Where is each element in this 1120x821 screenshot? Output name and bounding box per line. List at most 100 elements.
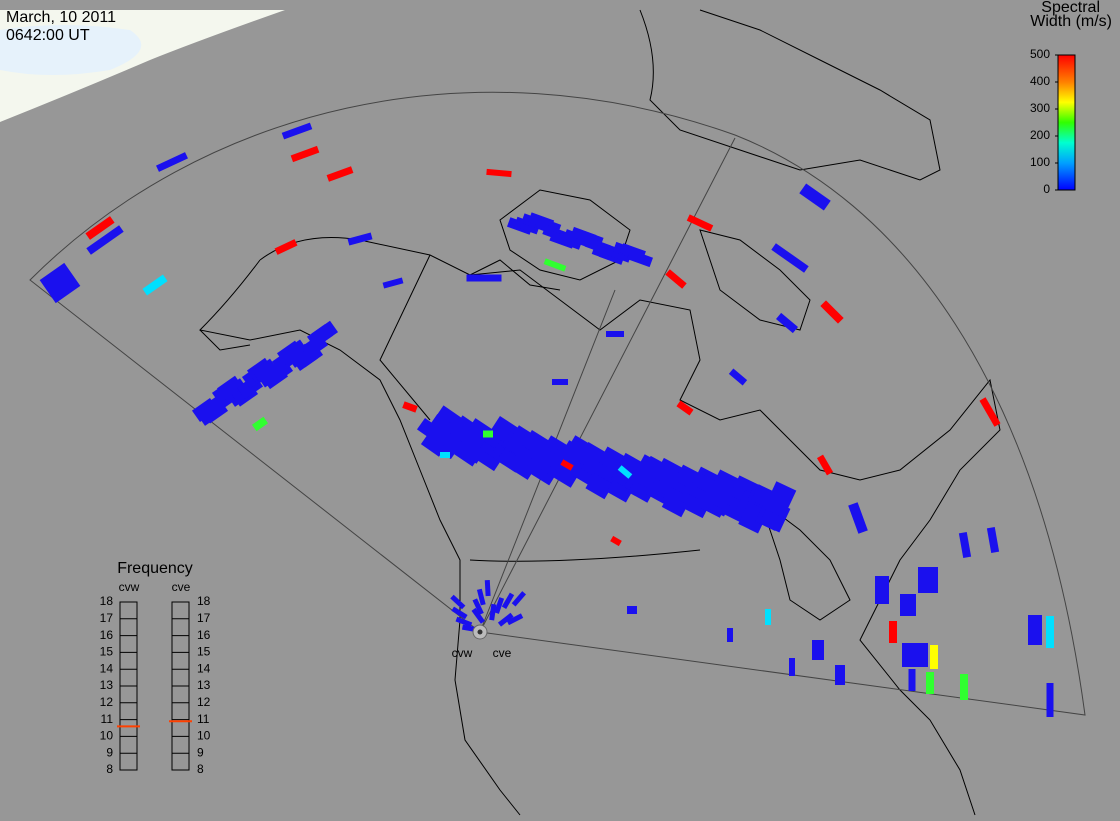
echo — [484, 579, 491, 597]
echoes — [39, 122, 1054, 717]
echo — [483, 430, 493, 438]
echo — [402, 401, 418, 413]
frequency-tick-label: 16 — [100, 628, 114, 642]
echo — [506, 613, 524, 626]
echo — [960, 674, 968, 700]
frequency-tick-label: 12 — [100, 695, 114, 709]
echo — [605, 244, 632, 263]
echo — [908, 669, 916, 691]
echo — [835, 665, 845, 685]
echo — [771, 243, 809, 273]
echo — [986, 526, 1000, 554]
colorbar-title: Spectral — [1041, 0, 1100, 16]
echo — [812, 640, 824, 660]
echo — [514, 216, 541, 235]
frequency-tick-label: 17 — [197, 611, 211, 625]
frequency-tick-label: 13 — [197, 678, 211, 692]
echo — [721, 500, 748, 523]
colorbar-tick-label: 100 — [1030, 155, 1050, 169]
echo — [556, 232, 583, 250]
colorbar-tick-label: 200 — [1030, 128, 1050, 142]
echo — [543, 258, 567, 272]
frequency-tick-label: 9 — [106, 745, 113, 759]
echo — [455, 616, 473, 628]
echo — [428, 405, 462, 440]
echo — [727, 628, 733, 642]
echo — [494, 597, 505, 614]
echo — [799, 183, 831, 211]
echo — [86, 225, 124, 255]
frequency-tick-label: 13 — [100, 678, 114, 692]
echo — [763, 481, 797, 518]
echo — [776, 312, 798, 334]
echo — [617, 465, 633, 479]
echo — [560, 459, 574, 471]
echo — [552, 379, 568, 385]
echo — [686, 214, 714, 232]
echo — [1028, 615, 1042, 645]
colorbar — [1057, 54, 1076, 191]
colorbar-tick-label: 0 — [1043, 182, 1050, 196]
colorbar-tick-label: 500 — [1030, 47, 1050, 61]
echo — [489, 603, 497, 621]
colorbar-tick-label: 400 — [1030, 74, 1050, 88]
echo — [902, 643, 928, 667]
echo — [918, 567, 938, 593]
echo — [39, 262, 81, 304]
frequency-title: Frequency — [117, 560, 193, 577]
station-label: cvw — [452, 646, 473, 660]
echo — [505, 425, 538, 459]
echo — [900, 594, 916, 616]
echo — [930, 645, 938, 669]
echo — [1046, 616, 1054, 648]
echo — [627, 249, 653, 268]
echo — [274, 239, 298, 255]
frequency-tick-label: 8 — [197, 762, 204, 776]
frequency-tick-label: 11 — [101, 712, 114, 726]
colorbar-tick-label: 300 — [1030, 101, 1050, 115]
echo — [889, 621, 897, 643]
echo — [85, 216, 115, 240]
echo — [501, 592, 515, 610]
echo — [483, 415, 519, 454]
echo — [311, 320, 339, 345]
echo — [676, 400, 694, 416]
echo — [665, 269, 687, 289]
frequency-tick-label: 11 — [197, 712, 210, 726]
frequency-tick-label: 15 — [197, 645, 211, 659]
radar-name: cve — [172, 580, 191, 594]
echo — [728, 368, 748, 386]
echo — [610, 535, 622, 547]
frequency-tick-label: 16 — [197, 628, 211, 642]
frequency-tick-label: 17 — [100, 611, 114, 625]
frequency-tick-label: 12 — [197, 695, 211, 709]
echo — [347, 232, 373, 246]
frequency-tick-label: 14 — [100, 661, 114, 675]
echo — [281, 122, 313, 140]
frequency-tick-label: 14 — [197, 661, 211, 675]
echo — [848, 502, 868, 534]
frequency-tick-label: 8 — [106, 762, 113, 776]
frequency-tick-label: 18 — [197, 594, 211, 608]
radar-name: cvw — [119, 580, 140, 594]
echo — [820, 300, 844, 324]
echo — [450, 594, 466, 610]
echo — [142, 274, 168, 296]
echo — [440, 452, 450, 458]
echo — [926, 672, 934, 694]
echo — [486, 168, 512, 178]
colorbar-title: Width (m/s) — [1030, 13, 1112, 30]
echo — [765, 609, 771, 625]
echo — [382, 277, 404, 289]
echo — [511, 591, 527, 607]
echo — [476, 588, 486, 606]
frequency-tick-label: 18 — [100, 594, 114, 608]
echo — [958, 531, 972, 559]
echo — [789, 658, 795, 676]
time: 0642:00 UT — [6, 27, 90, 44]
station-label: cve — [493, 646, 512, 660]
echo — [471, 607, 485, 624]
echo — [472, 598, 484, 615]
